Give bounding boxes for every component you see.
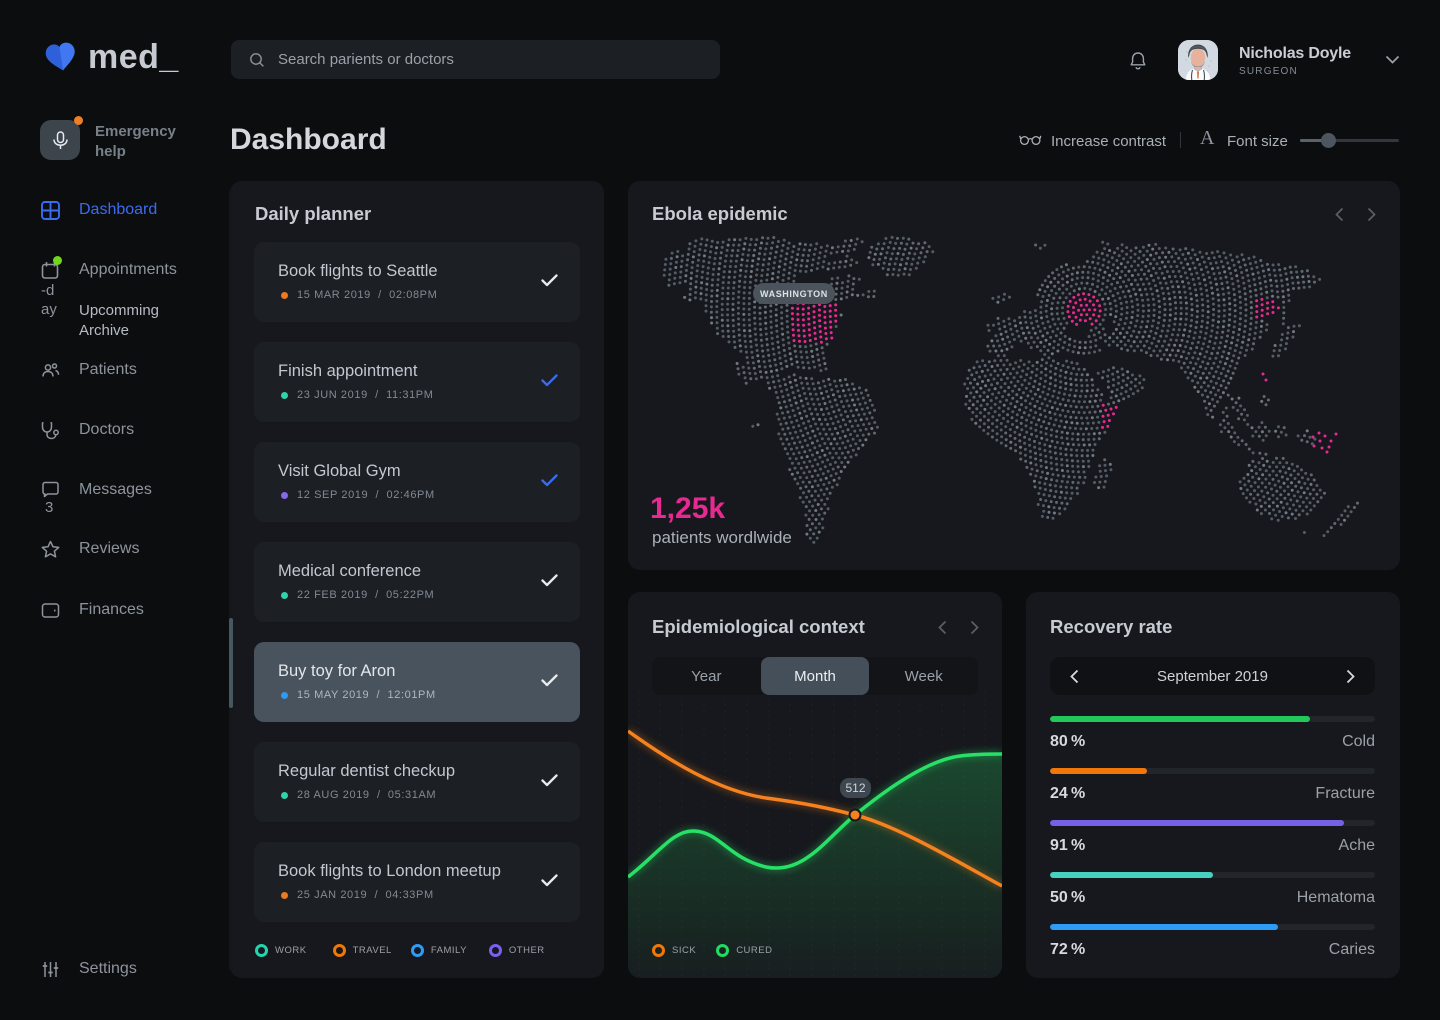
svg-text:512: 512 xyxy=(845,781,865,795)
